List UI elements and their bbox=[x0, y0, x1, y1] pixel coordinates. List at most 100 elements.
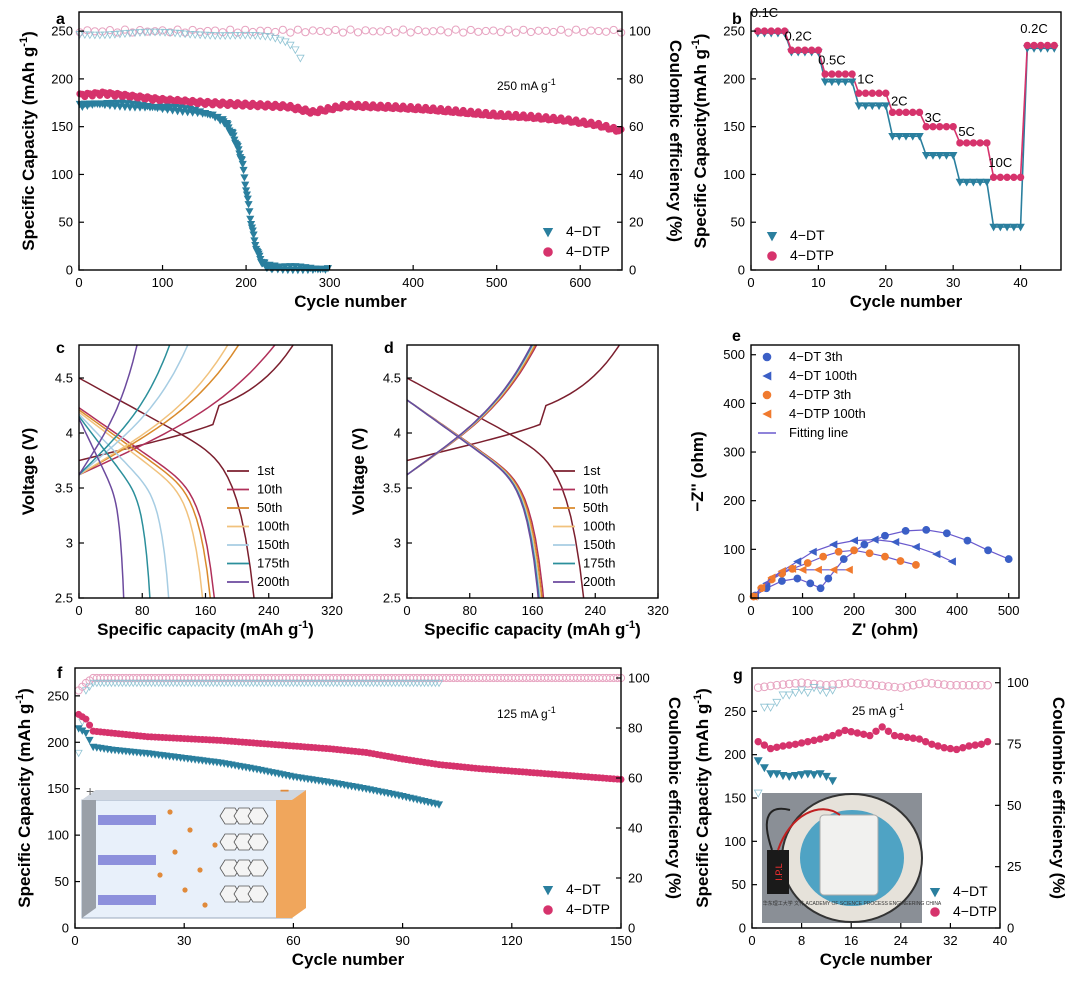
axes-frame-b bbox=[750, 11, 1062, 271]
capacity-point-dtp bbox=[921, 737, 930, 746]
eis-point bbox=[808, 547, 817, 556]
ce-point-dtp bbox=[451, 25, 460, 34]
rate-annotation: 250 mA g-1 bbox=[497, 77, 556, 93]
eis-point bbox=[757, 583, 766, 592]
rate-point-dtp bbox=[821, 70, 829, 78]
ce-point-dt bbox=[85, 31, 95, 40]
ce-point-dtp bbox=[921, 678, 930, 688]
y2-tick-label: 75 bbox=[1007, 737, 1021, 752]
ce-point-dt bbox=[150, 28, 160, 37]
eis-point bbox=[922, 525, 931, 534]
x-axis-label-text: Cycle number bbox=[820, 950, 933, 969]
schematic-anode-hexagon bbox=[233, 833, 255, 851]
ce-point-dtp bbox=[594, 26, 603, 36]
capacity-point-dtp bbox=[773, 743, 781, 751]
ce-point-dt bbox=[220, 32, 230, 41]
y-tick-label: 500 bbox=[723, 347, 745, 362]
capacity-point-dtp bbox=[822, 733, 831, 742]
ce-point-dt bbox=[266, 33, 275, 42]
ce-point-dtp bbox=[946, 680, 955, 690]
y-tick-label: 4 bbox=[66, 426, 73, 441]
x-axis-label-sup: -1 bbox=[625, 619, 635, 631]
capacity-point-dt bbox=[797, 771, 807, 780]
ce-point-dtp bbox=[556, 25, 566, 34]
eis-point bbox=[850, 546, 858, 555]
photo-pouch-cell bbox=[819, 814, 879, 896]
charge-curve bbox=[407, 345, 536, 476]
x-axis-label-close: ) bbox=[635, 620, 641, 639]
x-tick-label: 500 bbox=[486, 275, 508, 290]
legend-label-dtp: 4−DTP bbox=[953, 903, 997, 919]
y-tick-label: 400 bbox=[723, 396, 745, 411]
capacity-point-dt bbox=[238, 160, 247, 169]
ce-point-dtp bbox=[278, 25, 287, 34]
ce-point-dt bbox=[250, 32, 260, 40]
rate-point-dtp bbox=[956, 139, 964, 147]
ce-point-dt bbox=[434, 679, 444, 688]
y-tick-label: 100 bbox=[723, 167, 745, 182]
ce-point-dtp bbox=[791, 679, 800, 688]
x-tick-label: 60 bbox=[286, 933, 300, 948]
schematic-anode-hexagon bbox=[247, 859, 269, 877]
y-axis-label-text: Voltage (V) bbox=[19, 428, 38, 516]
rate-label: 0.5C bbox=[818, 53, 845, 68]
ce-point-dtp bbox=[760, 682, 769, 692]
eis-point bbox=[787, 564, 797, 573]
y-axis-label-text: Voltage (V) bbox=[349, 428, 368, 516]
x-tick-label: 80 bbox=[135, 603, 149, 618]
schematic-ion bbox=[167, 809, 173, 815]
ce-point-dt bbox=[81, 687, 90, 695]
y-tick-label: 3 bbox=[394, 536, 401, 551]
x-axis-label: Cycle number bbox=[850, 292, 963, 311]
y-tick-label: 2.5 bbox=[55, 591, 73, 606]
rate-point-dt bbox=[847, 78, 857, 87]
capacity-point-dt bbox=[766, 770, 776, 779]
x-tick-label: 100 bbox=[152, 275, 174, 290]
rate-point-dt bbox=[908, 132, 918, 141]
legend-label: 175th bbox=[583, 556, 616, 571]
ce-point-dtp bbox=[834, 679, 844, 689]
x-tick-label: 16 bbox=[844, 933, 858, 948]
x-tick-label: 600 bbox=[569, 275, 591, 290]
ce-point-dtp bbox=[803, 679, 813, 688]
ce-point-dtp bbox=[466, 25, 475, 35]
panel-e: e 4−DT 3th 4−DT 100th 4−DTP 3th 4−DTP 100th F… bbox=[688, 328, 1020, 639]
ce-point-dtp bbox=[226, 25, 235, 34]
y-tick-label: 250 bbox=[47, 688, 69, 703]
capacity-point-dt bbox=[118, 99, 127, 108]
legend-marker bbox=[762, 352, 772, 362]
ce-point-dt bbox=[821, 689, 831, 698]
capacity-point-dtp bbox=[928, 740, 936, 748]
y2-tick-label: 50 bbox=[1007, 798, 1021, 813]
y-tick-label: 3.5 bbox=[383, 481, 401, 496]
ce-point-dt bbox=[772, 698, 782, 707]
y2-tick-label: 60 bbox=[629, 119, 643, 134]
rate-label: 10C bbox=[988, 155, 1012, 170]
rate-point-dt bbox=[975, 178, 985, 187]
capacity-point-dt bbox=[248, 227, 257, 235]
rate-annotation-text: 125 mA g bbox=[497, 707, 548, 721]
axes-frame bbox=[406, 344, 659, 599]
ce-point-dtp bbox=[846, 678, 856, 688]
capacity-point-dt bbox=[291, 263, 300, 271]
ce-point-dtp bbox=[865, 680, 875, 689]
capacity-point-dtp bbox=[890, 731, 899, 740]
schematic-ion bbox=[187, 827, 193, 833]
capacity-point-dt bbox=[239, 166, 248, 175]
discharge-curve bbox=[79, 377, 255, 598]
ce-point-dt bbox=[215, 32, 225, 41]
charge-curve bbox=[79, 345, 276, 476]
rate-point-dtp bbox=[1023, 41, 1032, 50]
legend-label: 150th bbox=[583, 537, 616, 552]
y-tick-label: 100 bbox=[724, 834, 746, 849]
ce-point-dt bbox=[809, 684, 819, 693]
y2-tick-label: 100 bbox=[628, 671, 650, 686]
ce-point-dtp bbox=[778, 680, 788, 689]
x-tick-label: 90 bbox=[395, 933, 409, 948]
y-tick-label: 200 bbox=[723, 71, 745, 86]
legend-label: 200th bbox=[583, 574, 616, 589]
x-axis-label-text: Cycle number bbox=[850, 292, 963, 311]
ce-point-dtp bbox=[571, 25, 581, 34]
discharge-curve bbox=[79, 409, 212, 598]
photo-seal-text: 华东理工大学 文件 ACADEMY OF SCIENCE PROCESS ENG… bbox=[763, 900, 942, 907]
